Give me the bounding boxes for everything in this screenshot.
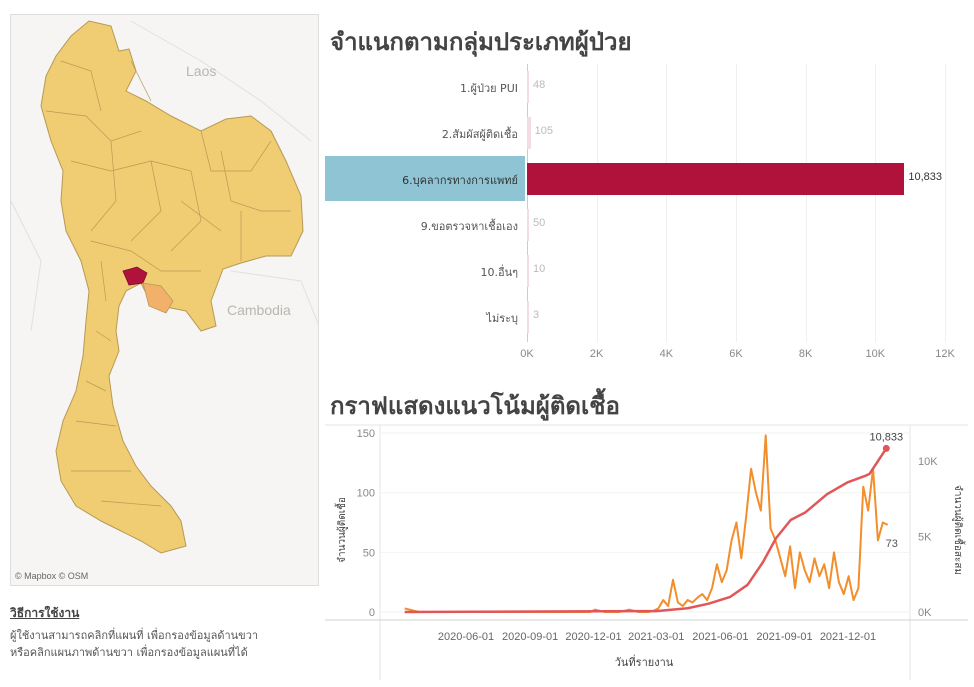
bar-chart-title: จำแนกตามกลุ่มประเภทผู้ป่วย (330, 28, 632, 56)
instructions-line-1: ผู้ใช้งานสามารถคลิกที่แผนที่ เพื่อกรองข้… (10, 629, 259, 642)
x-tick-label: 2021-03-01 (628, 631, 684, 643)
y2-tick-label: 10K (918, 456, 938, 468)
y-tick-label: 0 (369, 607, 375, 619)
province-borders (45, 60, 291, 507)
x-tick-label: 2020-06-01 (438, 631, 494, 643)
neighbor-province[interactable] (142, 282, 174, 314)
y-axis-title: จำนวนผู้ติดเชื้อ (334, 497, 348, 563)
y2-tick-label: 0K (918, 607, 932, 619)
instructions-line-2: หรือคลิกแผนภาพด้านขวา เพื่อกรองข้อมูลแผน… (10, 646, 248, 659)
map-attribution[interactable]: © Mapbox © OSM (15, 571, 89, 581)
x-tick-label: 2020-12-01 (565, 631, 621, 643)
x-tick-label: 2021-06-01 (692, 631, 748, 643)
y-tick-label: 50 (363, 547, 375, 559)
line-chart-title: กราฟแสดงแนวโน้มผู้ติดเชื้อ (330, 392, 620, 420)
cumulative-cases-line[interactable] (404, 447, 888, 614)
cumulative-end-label: 10,833 (869, 431, 903, 443)
neighbor-country-outline (11, 20, 318, 332)
map-label-laos: Laos (186, 63, 216, 79)
instructions-title: วิธีการใช้งาน (10, 606, 80, 620)
province-map[interactable]: Laos Cambodia © Mapbox © OSM (10, 14, 319, 586)
x-tick-label: 2020-09-01 (502, 631, 558, 643)
thailand-provinces[interactable] (40, 20, 304, 554)
x-tick-label: 2021-12-01 (820, 631, 876, 643)
y-tick-label: 150 (357, 428, 375, 440)
cumulative-end-marker[interactable] (882, 444, 890, 452)
map-label-cambodia: Cambodia (227, 302, 291, 318)
y2-axis-title: จำนวนผู้ติดเชื้อสะสม (952, 485, 966, 575)
selected-province[interactable] (122, 266, 148, 286)
daily-end-label: 73 (886, 538, 898, 550)
x-tick-label: 2021-09-01 (756, 631, 812, 643)
y2-tick-label: 5K (918, 532, 932, 544)
y-tick-label: 100 (357, 488, 375, 500)
x-axis-title: วันที่รายงาน (615, 654, 674, 669)
thailand-map-svg[interactable]: Laos Cambodia (10, 14, 319, 586)
daily-cases-line[interactable] (404, 434, 889, 613)
